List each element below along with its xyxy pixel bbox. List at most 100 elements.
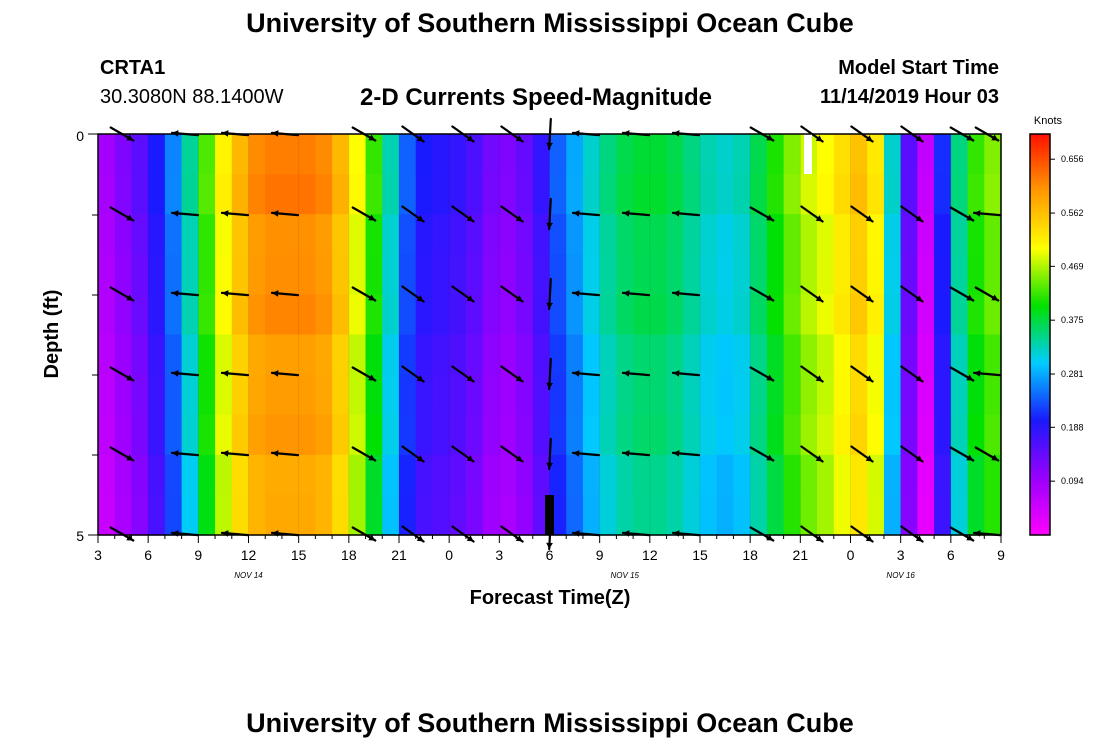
heatmap-cell bbox=[332, 134, 350, 175]
heatmap-cell bbox=[348, 294, 367, 336]
heatmap-cell bbox=[900, 294, 918, 336]
heatmap-cell bbox=[984, 494, 1002, 536]
heatmap-cell bbox=[733, 294, 751, 336]
station-coordinates: 30.3080N 88.1400W bbox=[100, 86, 284, 108]
heatmap-cell bbox=[549, 294, 567, 336]
heatmap-cell bbox=[649, 374, 668, 416]
heatmap-cell bbox=[382, 214, 400, 255]
heatmap-cell bbox=[950, 294, 969, 336]
heatmap-cell bbox=[399, 414, 417, 456]
heatmap-cell bbox=[850, 374, 868, 416]
heatmap-cell bbox=[148, 174, 166, 215]
heatmap-cell bbox=[833, 334, 852, 376]
heatmap-cell bbox=[700, 174, 718, 215]
heatmap-cell bbox=[198, 414, 216, 456]
current-arrow bbox=[546, 197, 553, 231]
heatmap-cell bbox=[432, 174, 450, 215]
heatmap-cell bbox=[666, 334, 684, 376]
heatmap-cell bbox=[750, 294, 768, 336]
heatmap-cell bbox=[332, 334, 350, 376]
heatmap-cell bbox=[566, 494, 584, 536]
heatmap-cell bbox=[934, 334, 952, 376]
heatmap-cell bbox=[950, 494, 969, 536]
heatmap-cell bbox=[833, 254, 852, 295]
heatmap-cell bbox=[566, 174, 584, 215]
heatmap-cell bbox=[315, 174, 333, 215]
heatmap-cell bbox=[231, 494, 250, 536]
heatmap-cell bbox=[181, 334, 199, 376]
heatmap-cell bbox=[432, 374, 450, 416]
heatmap-cell bbox=[114, 174, 133, 215]
heatmap-cell bbox=[716, 334, 735, 376]
heatmap-cell bbox=[633, 134, 651, 175]
heatmap-cell bbox=[733, 134, 751, 175]
heatmap-cell bbox=[482, 374, 500, 416]
current-arrow bbox=[109, 366, 135, 382]
heatmap-cell bbox=[532, 174, 551, 215]
heatmap-cell bbox=[415, 214, 434, 255]
heatmap-cell bbox=[365, 414, 383, 456]
x-tick-label: 6 bbox=[546, 547, 554, 563]
heatmap-cell bbox=[934, 414, 952, 456]
heatmap-cell bbox=[582, 294, 601, 336]
heatmap-cell bbox=[666, 454, 684, 496]
heatmap-cell bbox=[315, 334, 333, 376]
heatmap-cell bbox=[616, 294, 634, 336]
heatmap-cell bbox=[984, 414, 1002, 456]
heatmap-cell bbox=[649, 214, 668, 255]
heatmap-cell bbox=[934, 214, 952, 255]
current-arrow bbox=[170, 210, 200, 217]
heatmap-cell bbox=[683, 254, 701, 295]
heatmap-cell bbox=[98, 374, 116, 416]
heatmap-cell bbox=[900, 374, 918, 416]
heatmap-cell bbox=[215, 134, 233, 175]
heatmap-cell bbox=[649, 254, 668, 295]
heatmap-cell bbox=[549, 454, 567, 496]
heatmap-cell bbox=[265, 134, 283, 175]
current-arrow bbox=[850, 445, 874, 463]
heatmap-cell bbox=[750, 174, 768, 215]
current-arrow bbox=[220, 450, 250, 457]
heatmap-cell bbox=[582, 494, 601, 536]
heatmap-cell bbox=[817, 174, 835, 215]
heatmap-cell bbox=[900, 454, 918, 496]
current-arrow bbox=[671, 370, 701, 377]
heatmap-cell bbox=[817, 454, 835, 496]
heatmap-cell bbox=[281, 174, 300, 215]
heatmap-cell bbox=[399, 334, 417, 376]
current-arrow bbox=[900, 205, 924, 223]
current-arrow bbox=[109, 206, 135, 222]
heatmap-cell bbox=[582, 214, 601, 255]
heatmap-cell bbox=[950, 134, 969, 175]
heatmap-cell bbox=[114, 494, 133, 536]
current-arrow bbox=[949, 286, 975, 302]
current-arrow bbox=[451, 445, 475, 463]
heatmap-cell bbox=[917, 134, 935, 175]
heatmap-cell bbox=[616, 414, 634, 456]
footer-title: University of Southern Mississippi Ocean… bbox=[246, 708, 854, 738]
colorbar-tick-label: 0.188 bbox=[1061, 422, 1084, 432]
heatmap-cell bbox=[716, 134, 735, 175]
x-tick-label: 6 bbox=[947, 547, 955, 563]
heatmap-cell bbox=[265, 174, 283, 215]
heatmap-cell bbox=[783, 334, 801, 376]
current-arrow bbox=[401, 445, 425, 463]
heatmap-cell bbox=[766, 334, 785, 376]
heatmap-cell bbox=[432, 334, 450, 376]
chart-title: 2-D Currents Speed-Magnitude bbox=[360, 84, 713, 111]
heatmap-cell bbox=[566, 414, 584, 456]
heatmap-cell bbox=[700, 214, 718, 255]
heatmap-cell bbox=[348, 214, 367, 255]
current-arrow bbox=[170, 290, 200, 297]
heatmap-cell bbox=[934, 254, 952, 295]
heatmap-cell bbox=[399, 294, 417, 336]
station-id: CRTA1 bbox=[100, 57, 166, 79]
heatmap-cell bbox=[867, 254, 885, 295]
heatmap-cell bbox=[900, 214, 918, 255]
current-arrow bbox=[401, 365, 425, 383]
heatmap-cell bbox=[783, 294, 801, 336]
heatmap-cell bbox=[98, 334, 116, 376]
heatmap-cell bbox=[766, 254, 785, 295]
heatmap-cell bbox=[281, 494, 300, 536]
